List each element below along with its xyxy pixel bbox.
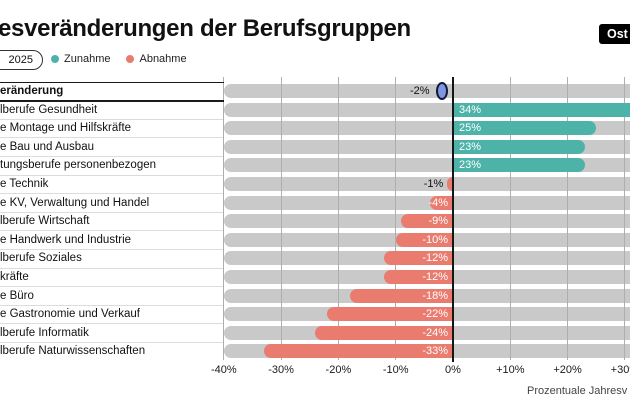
legend: Zunahme Abnahme	[51, 53, 187, 65]
separator-line	[0, 193, 224, 195]
bar-row-label: e Technik	[0, 178, 49, 190]
bar-row-label: lberufe Informatik	[0, 326, 89, 339]
value-label: 34%	[459, 103, 482, 116]
decrease-bar	[326, 307, 453, 322]
decrease-dot-icon	[126, 55, 135, 63]
x-tick-label: +10%	[496, 364, 525, 376]
bar-row-label: e Montage und Hilfskräfte	[0, 122, 132, 135]
value-label: -12%	[422, 271, 448, 283]
x-gridline	[624, 77, 626, 360]
separator-line	[0, 267, 224, 269]
value-label: 23%	[459, 140, 482, 153]
bar-row-label: e Büro	[0, 289, 34, 302]
bar-row-label: e Bau und Ausbau	[0, 140, 94, 153]
track-bar	[224, 177, 630, 191]
separator-line	[0, 230, 224, 232]
track-bar	[224, 84, 630, 98]
track-bar	[224, 195, 630, 210]
x-gridline	[509, 77, 511, 360]
separator-line	[0, 137, 224, 139]
x-tick-label: -10%	[382, 364, 409, 376]
decrease-bar	[349, 288, 453, 303]
bar-row-label: kräfte	[0, 271, 29, 283]
value-label: -18%	[422, 289, 448, 302]
x-gridline	[567, 77, 569, 360]
brand-badge: Ost	[599, 24, 630, 44]
total-marker	[435, 82, 448, 100]
x-tick-label: -30%	[268, 364, 294, 376]
header-rule-top	[0, 81, 224, 83]
value-label: -1%	[423, 178, 444, 190]
bar-row-label: e Gastronomie und Verkauf	[0, 308, 140, 321]
zero-line	[452, 77, 454, 362]
separator-line	[0, 286, 224, 288]
decrease-bar	[401, 214, 453, 229]
chart-title: esveränderungen der Berufsgruppen	[0, 15, 411, 42]
value-label: -12%	[422, 252, 448, 265]
value-label: -10%	[422, 233, 448, 246]
bar-row-label: lberufe Gesundheit	[0, 103, 98, 116]
separator-line	[0, 323, 224, 325]
period-pill: 2025	[0, 50, 43, 70]
decrease-bar	[315, 325, 453, 340]
x-gridline	[395, 77, 397, 360]
decrease-bar	[395, 232, 453, 247]
value-label: -22%	[422, 308, 448, 321]
bar-row-label: tungsberufe personenbezogen	[0, 159, 157, 172]
value-label: -4%	[428, 196, 448, 209]
x-gridline	[337, 77, 339, 360]
axis-caption: Prozentuale Jahresv	[527, 385, 628, 397]
x-tick-label: +20%	[553, 364, 582, 376]
bar-row-label: lberufe Naturwissenschaften	[0, 345, 146, 358]
separator-line	[0, 174, 224, 176]
bar-row-label: e Handwerk und Industrie	[0, 233, 132, 246]
decrease-bar	[263, 344, 453, 359]
value-label: 25%	[459, 122, 482, 135]
decrease-bar	[384, 251, 453, 266]
value-label: 23%	[459, 159, 482, 172]
legend-item-decrease: Abnahme	[126, 53, 187, 65]
value-label: -24%	[422, 326, 448, 339]
value-label: -2%	[409, 85, 430, 97]
increase-bar	[453, 102, 630, 117]
separator-line	[0, 211, 224, 213]
increase-dot-icon	[51, 55, 59, 63]
increase-bar	[453, 139, 585, 154]
separator-line	[0, 248, 224, 250]
legend-label-decrease: Abnahme	[139, 53, 187, 65]
separator-line	[0, 341, 224, 343]
decrease-bar	[447, 177, 453, 191]
increase-bar	[453, 121, 597, 136]
header-rule-bottom	[0, 100, 224, 102]
value-label: -33%	[422, 345, 448, 358]
bar-row-label: lberufe Soziales	[0, 252, 82, 265]
separator-line	[0, 118, 224, 120]
x-tick-label: -40%	[210, 364, 237, 376]
x-tick-label: -20%	[325, 364, 352, 376]
legend-item-increase: Zunahme	[51, 53, 110, 65]
x-gridline	[280, 77, 282, 360]
x-tick-label: 0%	[445, 364, 461, 376]
x-gridline	[223, 77, 225, 360]
value-label: -9%	[428, 215, 448, 228]
separator-line	[0, 304, 224, 306]
bar-row-label: lberufe Wirtschaft	[0, 215, 90, 228]
increase-bar	[453, 158, 585, 173]
bar-row-label: e KV, Verwaltung und Handel	[0, 196, 150, 209]
x-tick-label: +30%	[610, 364, 630, 376]
decrease-bar	[384, 270, 453, 284]
bar-row-label: eränderung	[0, 85, 64, 97]
legend-label-increase: Zunahme	[64, 53, 111, 65]
separator-line	[0, 155, 224, 157]
decrease-bar	[430, 195, 453, 210]
